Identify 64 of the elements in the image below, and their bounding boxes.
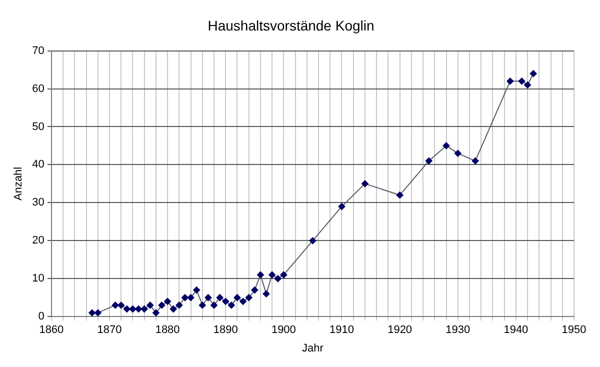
x-axis-title: Jahr [302,342,324,354]
y-tick-label: 60 [32,82,44,95]
point [118,302,125,309]
y-tick-label: 70 [32,44,44,57]
point [170,306,177,313]
point [222,298,230,305]
point [204,294,212,302]
x-tick-label: 1890 [213,324,238,336]
point [228,302,235,309]
point [524,81,532,88]
point [274,275,282,282]
y-tick-label: 20 [32,234,44,247]
point [112,302,119,309]
point [176,302,183,309]
point [518,78,526,85]
point [94,309,102,316]
point [530,70,537,78]
point [216,294,224,302]
point [262,290,270,298]
chart-title: Haushaltsvorstände Koglin [208,17,374,34]
point [256,271,264,278]
point [181,294,188,302]
x-tick-label: 1910 [330,324,354,336]
point [152,309,160,316]
point [425,157,432,164]
point [245,294,252,302]
point [396,192,404,199]
x-tick-label: 1900 [271,324,296,336]
point [309,237,316,244]
point [338,202,346,210]
y-axis-title: Anzahl [12,166,25,201]
point [268,271,276,278]
point [198,302,206,309]
point [88,309,96,316]
x-tick-label: 1930 [446,324,470,336]
x-tick-label: 1920 [388,324,412,336]
point [193,286,200,294]
point [135,306,142,313]
x-tick-label: 1860 [39,324,64,336]
point [158,302,166,309]
x-tick-label: 1950 [562,324,586,336]
point [187,294,194,302]
x-tick-label: 1880 [155,324,180,336]
point [146,302,154,309]
point [123,306,130,313]
point [240,298,247,305]
point [472,157,479,164]
point [234,294,241,302]
point [361,180,368,188]
y-tick-label: 30 [32,196,44,209]
point [454,150,462,157]
y-tick-label: 40 [32,158,44,171]
point [210,302,218,309]
point [442,142,450,150]
point [280,271,288,278]
point [251,286,258,294]
y-tick-label: 50 [32,120,44,133]
x-tick-label: 1870 [97,324,122,336]
y-tick-label: 10 [32,272,44,285]
x-tick-label: 1940 [504,324,528,336]
point [164,298,172,305]
y-tick-label: 0 [38,310,44,323]
point [140,306,148,313]
point [506,78,514,85]
